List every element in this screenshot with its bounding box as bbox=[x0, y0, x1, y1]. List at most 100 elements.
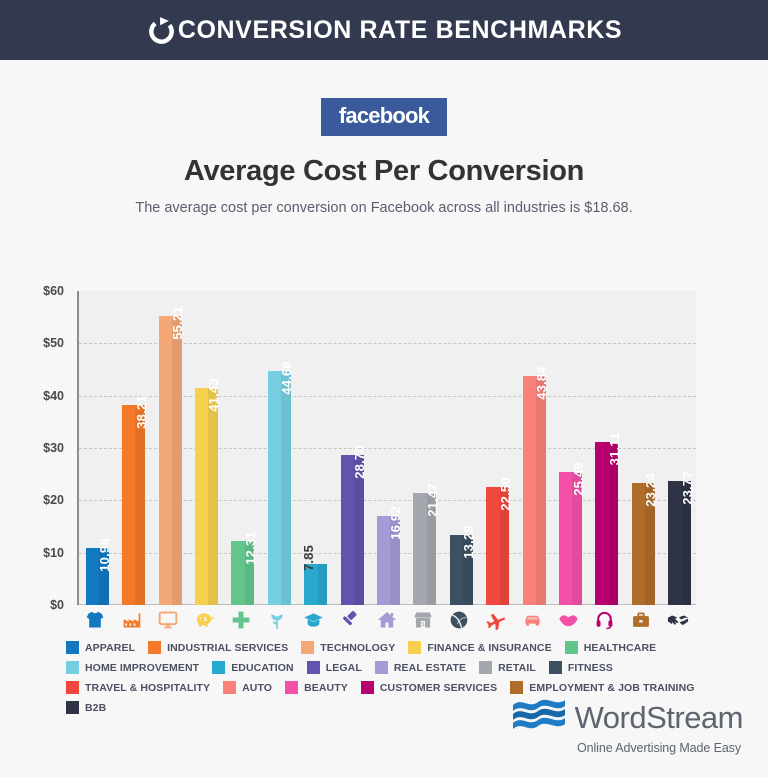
bar-series: 10.98 38.21 55.21 41.43 12.31 44.66 7.85 28.70 1… bbox=[79, 291, 698, 606]
bar[interactable]: 23.77 bbox=[668, 471, 695, 606]
bar[interactable]: 16.92 bbox=[376, 507, 403, 605]
bar[interactable]: 10.98 bbox=[85, 538, 112, 606]
legend-item[interactable]: EMPLOYMENT & JOB TRAINING bbox=[510, 681, 694, 694]
legend-swatch bbox=[306, 661, 320, 674]
bar[interactable]: 43.84 bbox=[522, 366, 549, 606]
legend-label: HEALTHCARE bbox=[583, 641, 657, 654]
page-title: CONVERSION RATE BENCHMARKS bbox=[146, 15, 622, 46]
chart-title: Average Cost Per Conversion bbox=[183, 155, 585, 187]
wordstream-logo: WordStream Online Advertising Made Easy bbox=[512, 698, 744, 755]
legend-item[interactable]: B2B bbox=[66, 701, 106, 714]
bar[interactable]: 22.50 bbox=[486, 477, 513, 605]
legend-item[interactable]: APPAREL bbox=[66, 641, 135, 654]
tshirt-icon bbox=[82, 608, 108, 632]
bar[interactable]: 38.21 bbox=[122, 395, 149, 605]
legend-item[interactable]: CUSTOMER SERVICES bbox=[360, 681, 498, 694]
legend-item[interactable]: RETAIL bbox=[479, 661, 536, 674]
legend-item[interactable]: EDUCATION bbox=[212, 661, 294, 674]
gridline bbox=[79, 500, 696, 502]
bar[interactable]: 31.11 bbox=[595, 433, 622, 605]
factory-icon bbox=[119, 608, 145, 632]
bar[interactable]: 41.43 bbox=[194, 378, 221, 605]
chart-legend: APPAREL INDUSTRIAL SERVICES TECHNOLOGY FINA… bbox=[66, 640, 738, 720]
legend-item[interactable]: AUTO bbox=[223, 681, 272, 694]
plot-area: 10.98 38.21 55.21 41.43 12.31 44.66 7.85 28.70 1… bbox=[77, 291, 698, 606]
legend-item[interactable]: BEAUTY bbox=[285, 681, 348, 694]
legend-label: BEAUTY bbox=[304, 681, 348, 694]
bar-slot: 41.43 bbox=[188, 291, 224, 605]
piggy-bank-icon: $ bbox=[191, 608, 217, 632]
bar-slot: 55.21 bbox=[152, 291, 188, 605]
bar[interactable]: 7.85 bbox=[301, 545, 328, 606]
legend-swatch bbox=[212, 661, 226, 674]
bar-slot: 23.77 bbox=[662, 291, 698, 606]
gridline bbox=[79, 343, 696, 345]
infographic-canvas: facebook Average Cost Per Conversion The… bbox=[0, 60, 768, 777]
bar-slot: 38.21 bbox=[115, 291, 151, 605]
bar-value-label: 16.92 bbox=[388, 506, 404, 541]
bar[interactable]: 12.31 bbox=[231, 531, 258, 606]
legend-swatch bbox=[360, 681, 374, 694]
logo-main: WordStream bbox=[512, 698, 744, 737]
legend-item[interactable]: REAL ESTATE bbox=[374, 661, 467, 674]
bar-slot: 12.31 bbox=[225, 291, 261, 606]
bar[interactable]: 21.47 bbox=[413, 483, 440, 606]
bar[interactable]: 55.21 bbox=[158, 306, 185, 605]
legend-item[interactable]: HOME IMPROVEMENT bbox=[66, 661, 199, 674]
legend-item[interactable]: TRAVEL & HOSPITALITY bbox=[66, 681, 210, 694]
legend-label: FINANCE & INSURANCE bbox=[427, 641, 552, 654]
legend-item[interactable]: INDUSTRIAL SERVICES bbox=[148, 641, 288, 654]
gridline bbox=[79, 395, 696, 397]
house-icon bbox=[374, 608, 400, 632]
bar-value-label: 31.11 bbox=[606, 432, 622, 466]
logo-wordmark: WordStream bbox=[574, 700, 744, 735]
y-axis-tick-label: $60 bbox=[43, 284, 64, 298]
bar-slot: 28.70 bbox=[334, 291, 370, 606]
facebook-badge: facebook bbox=[320, 98, 448, 136]
legend-label: B2B bbox=[85, 701, 107, 714]
legend-label: TECHNOLOGY bbox=[320, 641, 396, 654]
legend-item[interactable]: HEALTHCARE bbox=[564, 641, 657, 654]
legend-swatch bbox=[548, 661, 562, 674]
bar-value-label: 28.70 bbox=[352, 445, 368, 479]
bar-slot: 16.92 bbox=[370, 291, 406, 605]
bar-slot: 23.24 bbox=[625, 291, 661, 605]
legend-item[interactable]: LEGAL bbox=[306, 661, 362, 674]
legend-item[interactable]: FITNESS bbox=[548, 661, 613, 674]
medical-cross-icon bbox=[228, 608, 254, 632]
legend-swatch bbox=[285, 681, 299, 694]
handshake-icon bbox=[665, 608, 691, 632]
legend-item[interactable]: TECHNOLOGY bbox=[301, 641, 395, 654]
bar[interactable]: 44.66 bbox=[267, 362, 294, 605]
y-axis: $0 $10 $20 $30 $40 $50 $60 bbox=[0, 284, 72, 612]
bar[interactable]: 13.29 bbox=[449, 526, 476, 605]
header-band: CONVERSION RATE BENCHMARKS bbox=[0, 0, 768, 60]
bar[interactable]: 28.70 bbox=[340, 445, 367, 606]
bar-value-label: 21.47 bbox=[424, 482, 440, 517]
bar[interactable]: 23.24 bbox=[631, 474, 658, 605]
category-icon-row: $ $ bbox=[77, 608, 696, 632]
graduation-cap-icon bbox=[301, 608, 327, 632]
legend-row: APPAREL INDUSTRIAL SERVICES TECHNOLOGY FINA… bbox=[66, 640, 738, 655]
bar-value-label: 43.84 bbox=[534, 365, 550, 400]
y-axis-tick-label: $50 bbox=[43, 336, 64, 351]
legend-item[interactable]: FINANCE & INSURANCE bbox=[408, 641, 552, 654]
bar-value-label: 23.77 bbox=[679, 470, 695, 505]
bar-value-label: 41.43 bbox=[206, 378, 222, 412]
airplane-icon bbox=[483, 608, 509, 632]
legend-label: HOME IMPROVEMENT bbox=[85, 661, 200, 674]
circular-arrow-c-icon bbox=[146, 16, 177, 47]
monitor-icon bbox=[155, 608, 181, 632]
legend-label: REAL ESTATE bbox=[393, 661, 467, 674]
legend-row: HOME IMPROVEMENT EDUCATION LEGAL REAL ESTAT… bbox=[66, 660, 738, 675]
store-icon: $ bbox=[410, 608, 436, 632]
svg-text:$: $ bbox=[422, 622, 425, 628]
legend-label: CUSTOMER SERVICES bbox=[379, 681, 498, 694]
bar[interactable]: 25.49 bbox=[559, 462, 586, 606]
bar-value-label: 22.50 bbox=[497, 477, 513, 512]
legend-label: INDUSTRIAL SERVICES bbox=[167, 641, 289, 654]
legend-swatch bbox=[374, 661, 388, 674]
bar-value-label: 55.21 bbox=[170, 306, 186, 340]
legend-label: AUTO bbox=[242, 681, 273, 694]
logo-tagline: Online Advertising Made Easy bbox=[577, 741, 741, 755]
